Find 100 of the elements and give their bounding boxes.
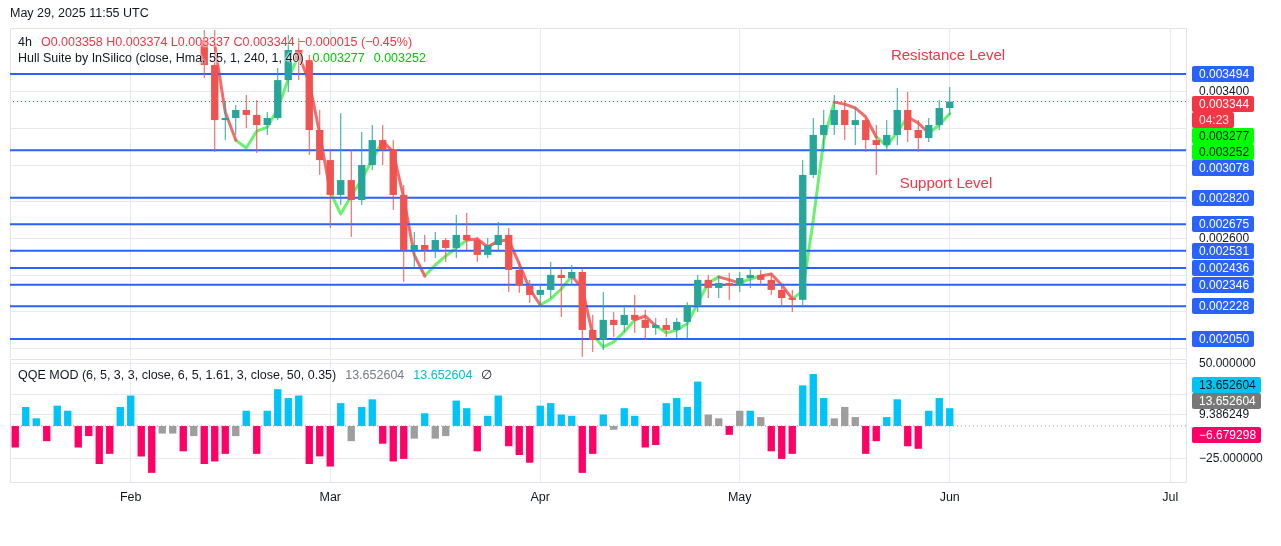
bar [64, 410, 72, 426]
bar [935, 398, 943, 426]
bar [683, 406, 691, 426]
annotation: 0.003277 [312, 51, 365, 65]
candlestick [872, 124, 880, 176]
candlestick [820, 109, 828, 153]
candlestick [662, 317, 670, 338]
ref-line-label: 0.002050 [1192, 330, 1255, 347]
ref-line-label: 0.002820 [1192, 189, 1255, 206]
candlestick [788, 289, 796, 313]
bar [263, 410, 271, 426]
bar [53, 405, 61, 426]
bar [179, 425, 187, 452]
bar [515, 425, 523, 456]
bar [463, 408, 471, 426]
bar [788, 425, 796, 454]
x-tick-label: Jul [1162, 489, 1179, 504]
bar [505, 425, 513, 447]
candlestick [715, 275, 723, 299]
text: 4h [18, 35, 32, 49]
candlestick [925, 117, 933, 143]
candlestick [851, 106, 859, 146]
bar [452, 400, 460, 426]
annotation: Support Level [899, 174, 993, 192]
ref-line-label: 0.002228 [1192, 298, 1255, 315]
candlestick [431, 231, 439, 259]
text: 0.003252 [1199, 145, 1250, 160]
candlestick [536, 284, 544, 308]
candlestick [862, 117, 870, 153]
bar [11, 425, 19, 448]
bar [767, 425, 775, 452]
candlestick [263, 111, 271, 136]
ref-line-label: 0.002675 [1192, 216, 1255, 233]
ref-line-label: 0.002436 [1192, 260, 1255, 277]
bar [578, 425, 586, 473]
ref-line-label: 0.003494 [1192, 66, 1255, 83]
candlestick [557, 267, 565, 318]
candlestick [232, 104, 240, 136]
bar [358, 406, 366, 426]
candlestick [683, 301, 691, 339]
annotation: ∅ [481, 368, 493, 382]
bar [137, 425, 145, 457]
candlestick [904, 91, 912, 143]
bar [421, 413, 429, 426]
x-tick-label: May [727, 489, 753, 504]
bar [253, 425, 261, 454]
y-tick-label: 9.386249 [1199, 407, 1250, 422]
bar [242, 410, 250, 426]
bar [809, 373, 817, 426]
y-tick-label: 0.003400 [1199, 84, 1250, 99]
text: 13.652604 [1199, 378, 1256, 393]
text: May 29, 2025 11:55 UTC [10, 6, 149, 20]
bar [662, 403, 670, 426]
bar [85, 425, 93, 437]
bar [148, 425, 156, 473]
ref-line-label: 0.003078 [1192, 160, 1255, 177]
candlestick [599, 291, 607, 351]
annotation: Resistance Level [890, 46, 1006, 64]
bar [95, 425, 103, 464]
candlestick [673, 317, 681, 339]
candlestick [526, 279, 534, 304]
bar [799, 385, 807, 426]
bar [326, 425, 334, 467]
bar [925, 410, 933, 426]
candlestick [242, 94, 250, 129]
bar [872, 425, 880, 442]
bar [904, 425, 912, 447]
candlestick [484, 237, 492, 259]
bar [221, 425, 229, 454]
candlestick [610, 311, 618, 338]
bar [883, 417, 891, 426]
y-tick-label: −25.000000 [1199, 450, 1263, 465]
x-tick-label: Jun [939, 489, 960, 504]
bar [652, 425, 660, 445]
bar [473, 425, 481, 452]
bar [32, 418, 40, 426]
candlestick [725, 272, 733, 301]
candlestick [473, 236, 481, 263]
bar [127, 395, 135, 426]
bar [211, 425, 219, 462]
candlestick [515, 261, 523, 294]
x-tick-label: Mar [319, 489, 342, 504]
bar [284, 398, 292, 426]
bar [200, 425, 208, 464]
bar [368, 399, 376, 426]
y-tick-label: 0.002600 [1199, 231, 1250, 246]
bar [641, 425, 649, 448]
candlestick [494, 221, 502, 253]
annotation: 13.652604 [345, 368, 405, 382]
candlestick [746, 266, 754, 289]
bar [673, 398, 681, 426]
bar [914, 425, 922, 449]
candlestick [410, 231, 418, 269]
text: 0.003277 [1199, 129, 1250, 144]
text: 13.652604 [1199, 394, 1256, 409]
bar [337, 403, 345, 426]
candlestick [253, 99, 261, 154]
bar [22, 406, 30, 426]
bar [494, 395, 502, 426]
x-tick-label: Feb [119, 489, 142, 504]
